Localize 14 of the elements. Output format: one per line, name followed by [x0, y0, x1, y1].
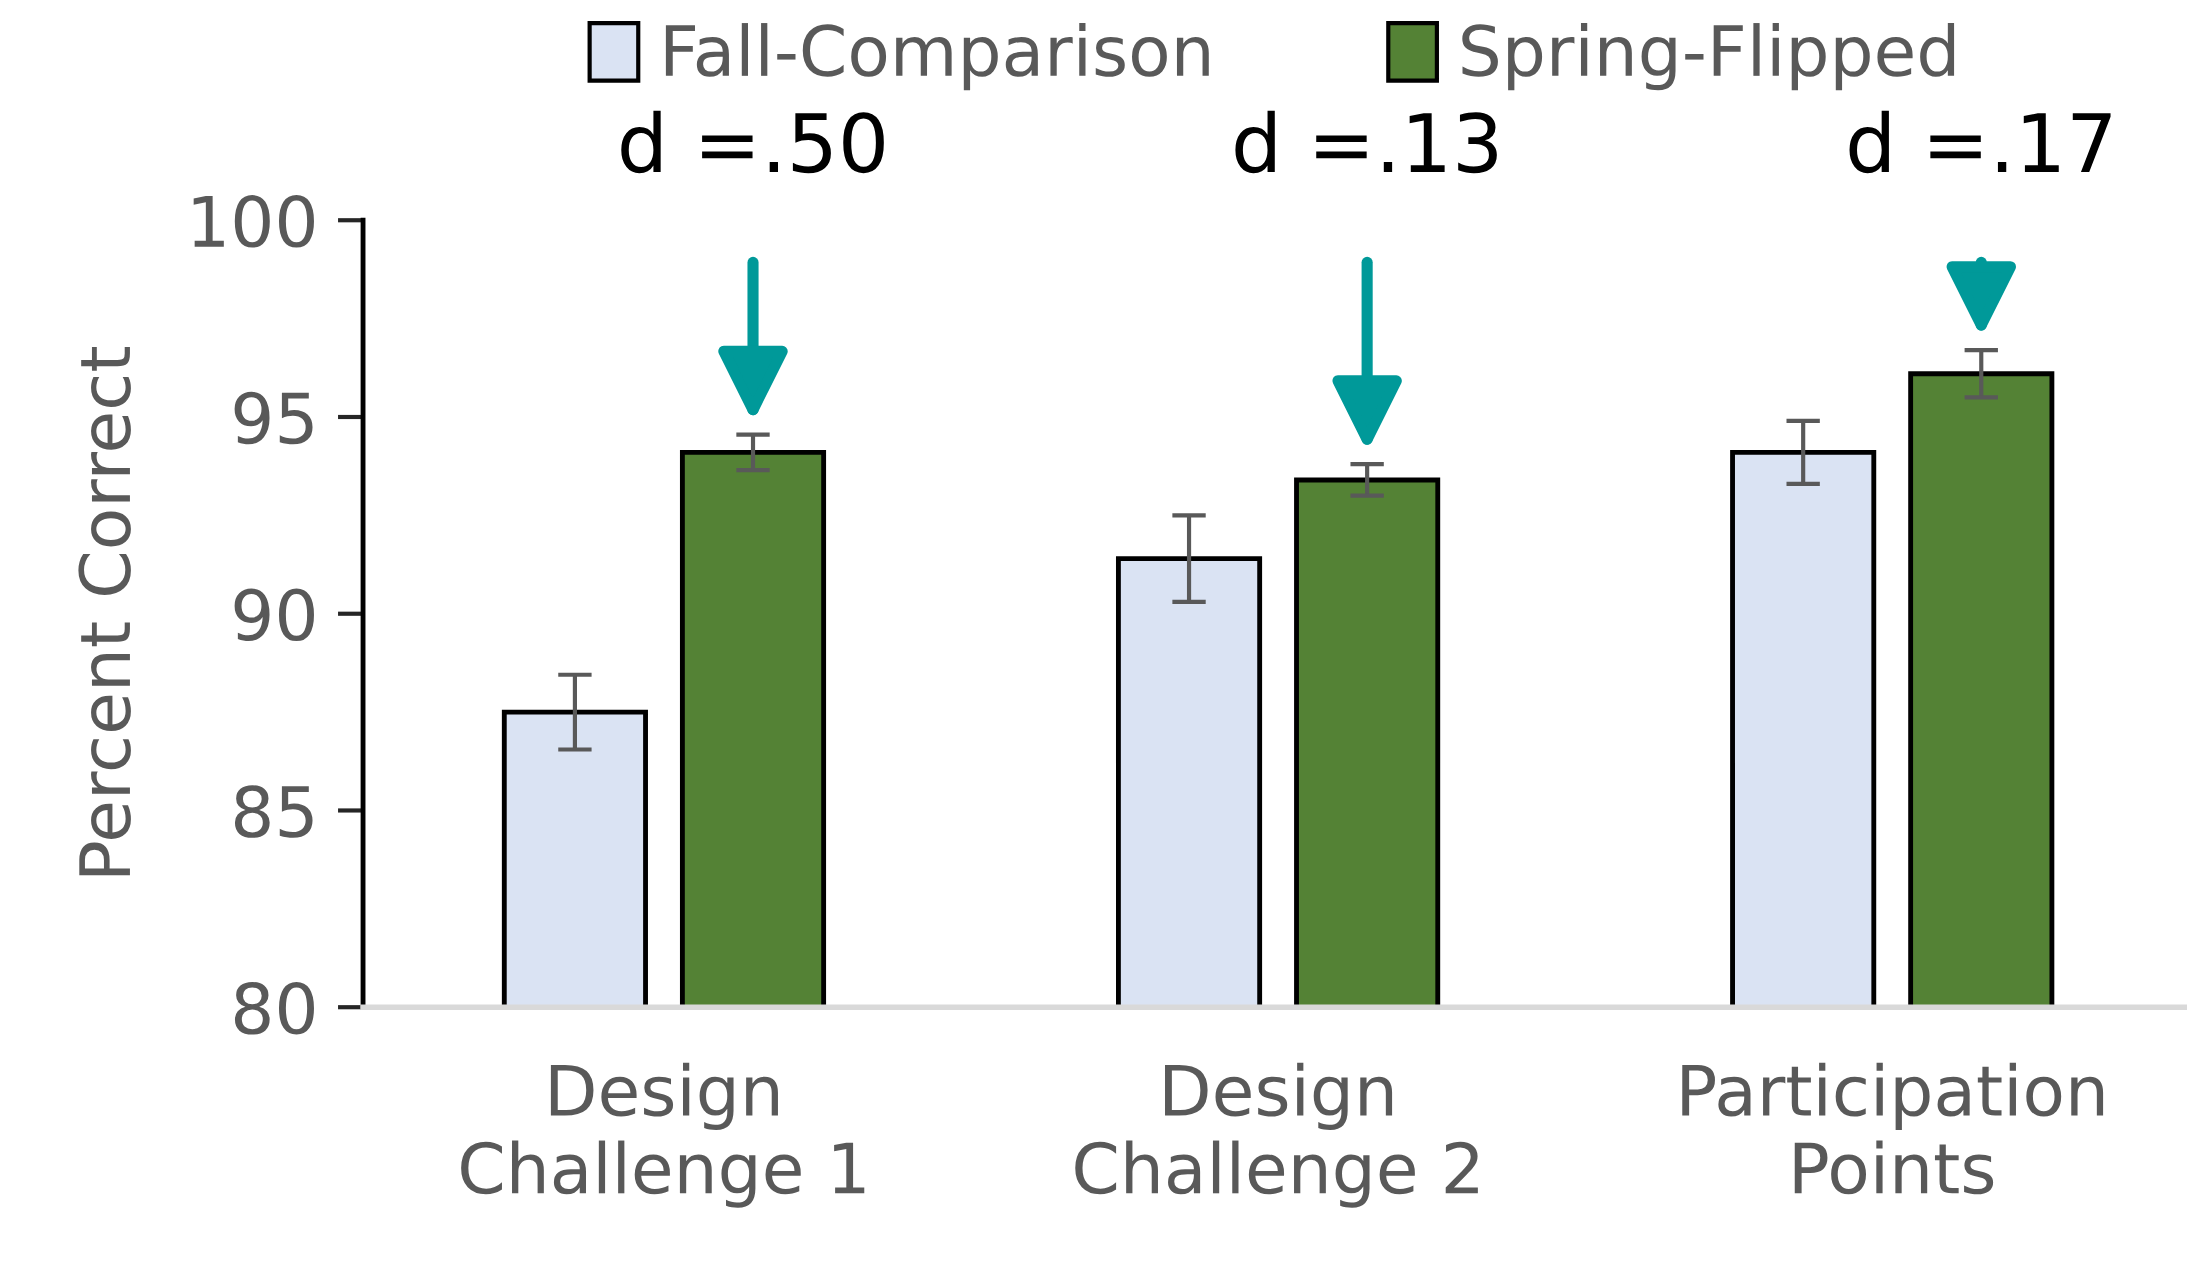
y-tick-label: 90: [234, 588, 314, 642]
x-tick-label: Design Challenge 1: [461, 1062, 865, 1208]
text: d =.50: [621, 110, 884, 174]
text: d =.17: [1849, 110, 2111, 174]
text: d =.13: [1235, 110, 1497, 174]
y-tick-label: 80: [234, 982, 314, 1035]
y-tick-label: 100: [193, 195, 314, 248]
legend-label: Fall-Comparison: [665, 23, 1209, 91]
x-tick-label: Participation Points: [1682, 1062, 2104, 1195]
y-tick-label: 95: [234, 391, 313, 445]
legend-label: Spring-Flipped: [1462, 23, 1955, 91]
y-tick-label: 85: [234, 785, 313, 838]
y-axis-title: Percent Correct: [78, 347, 131, 876]
x-tick-label: Design Challenge 2: [1075, 1062, 1478, 1208]
